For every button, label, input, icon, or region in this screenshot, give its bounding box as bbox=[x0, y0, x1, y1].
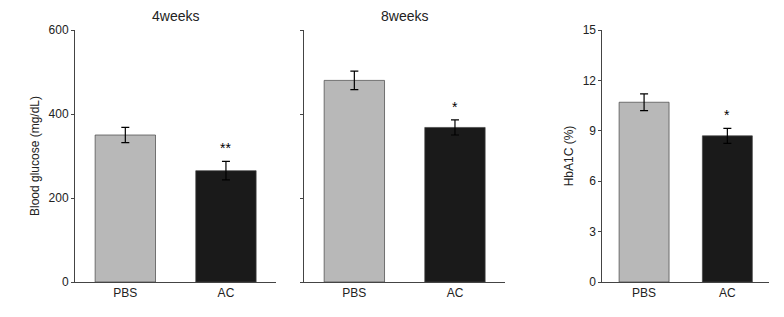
svg-text:**: ** bbox=[220, 140, 231, 156]
svg-text:AC: AC bbox=[218, 286, 235, 300]
svg-text:8weeks: 8weeks bbox=[381, 8, 428, 24]
svg-text:12: 12 bbox=[583, 74, 597, 88]
svg-text:PBS: PBS bbox=[632, 286, 656, 300]
svg-text:AC: AC bbox=[719, 286, 736, 300]
svg-text:0: 0 bbox=[62, 275, 69, 289]
svg-text:HbA1C (%): HbA1C (%) bbox=[562, 126, 576, 187]
svg-text:*: * bbox=[452, 99, 458, 115]
svg-text:9: 9 bbox=[589, 124, 596, 138]
svg-text:PBS: PBS bbox=[113, 286, 137, 300]
svg-text:200: 200 bbox=[49, 191, 69, 205]
svg-text:AC: AC bbox=[447, 286, 464, 300]
svg-text:6: 6 bbox=[589, 174, 596, 188]
svg-text:*: * bbox=[724, 107, 730, 123]
svg-text:PBS: PBS bbox=[342, 286, 366, 300]
svg-text:4weeks: 4weeks bbox=[152, 8, 199, 24]
svg-text:Blood glucose (mg/dL): Blood glucose (mg/dL) bbox=[28, 96, 42, 216]
svg-text:600: 600 bbox=[49, 23, 69, 37]
svg-text:400: 400 bbox=[49, 107, 69, 121]
svg-text:15: 15 bbox=[583, 23, 597, 37]
svg-text:0: 0 bbox=[589, 275, 596, 289]
svg-text:3: 3 bbox=[589, 225, 596, 239]
